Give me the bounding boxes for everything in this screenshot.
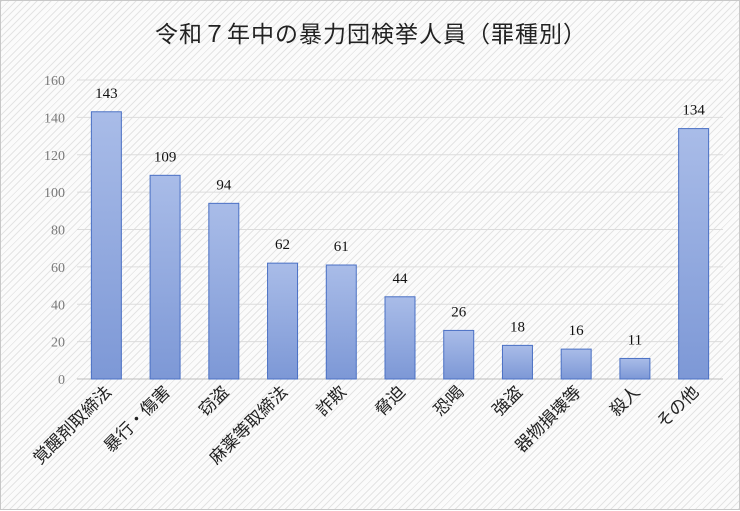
y-tick-label: 20 xyxy=(51,336,65,351)
data-label: 62 xyxy=(275,237,290,253)
category-label: 恐喝 xyxy=(430,382,468,420)
bar xyxy=(267,262,299,380)
category-label: 脅迫 xyxy=(371,382,409,420)
bar xyxy=(325,264,357,380)
bar xyxy=(149,174,181,380)
data-label: 18 xyxy=(510,319,525,335)
chart-title: 令和７年中の暴力団検挙人員（罪種別） xyxy=(155,22,587,48)
bar xyxy=(90,111,122,380)
y-tick-label: 80 xyxy=(51,224,65,239)
data-label: 16 xyxy=(569,323,585,339)
y-tick-label: 60 xyxy=(51,261,65,276)
bar xyxy=(501,344,533,380)
category-label: 殺人 xyxy=(606,382,644,420)
data-label: 26 xyxy=(451,304,467,320)
bar xyxy=(443,329,475,380)
bar xyxy=(208,202,240,380)
category-label: 強盗 xyxy=(489,382,527,420)
y-tick-label: 160 xyxy=(44,74,65,89)
y-tick-label: 120 xyxy=(44,149,65,164)
bar xyxy=(678,128,710,380)
bar xyxy=(384,296,416,380)
y-tick-label: 140 xyxy=(44,111,65,126)
category-label: その他 xyxy=(653,382,703,432)
data-label: 94 xyxy=(216,177,232,193)
category-label: 詐欺 xyxy=(313,382,351,420)
category-label: 覚醒剤取締法 xyxy=(30,382,116,468)
data-label: 44 xyxy=(393,271,409,287)
data-labels: 143 109 94 62 61 44 26 18 16 11 134 xyxy=(95,86,705,349)
y-axis: 0 20 40 60 80 100 120 140 160 xyxy=(44,74,65,388)
category-label: 窃盗 xyxy=(195,382,233,420)
data-label: 11 xyxy=(628,332,642,348)
data-label: 61 xyxy=(334,239,349,255)
bar xyxy=(560,348,592,380)
y-tick-label: 100 xyxy=(44,186,65,201)
y-tick-label: 0 xyxy=(58,373,65,388)
data-label: 134 xyxy=(682,103,705,119)
data-label: 143 xyxy=(95,86,118,102)
bar xyxy=(619,357,651,380)
bars xyxy=(90,111,710,380)
y-tick-label: 40 xyxy=(51,298,65,313)
data-label: 109 xyxy=(154,149,177,165)
